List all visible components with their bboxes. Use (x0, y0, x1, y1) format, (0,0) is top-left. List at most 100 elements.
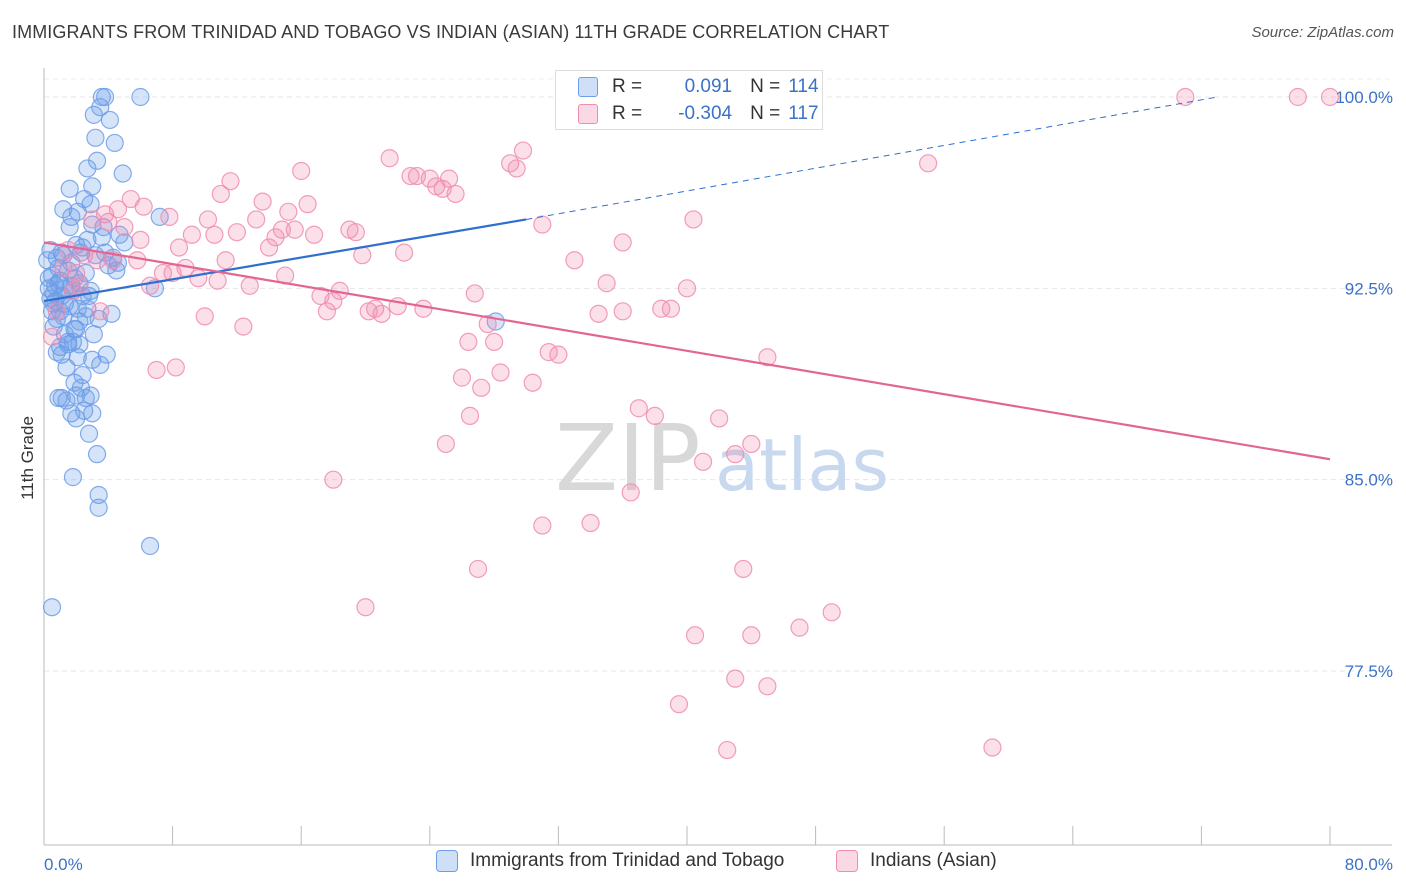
scatter-point (758, 348, 777, 367)
scatter-point (629, 399, 648, 418)
x-tick-label: 80.0% (1345, 855, 1393, 874)
y-axis-label: 11th Grade (18, 416, 37, 500)
scatter-point (758, 677, 777, 696)
scatter-point (60, 179, 79, 198)
scatter-point (669, 695, 689, 714)
chart-title: IMMIGRANTS FROM TRINIDAD AND TOBAGO VS I… (12, 22, 890, 42)
scatter-point (87, 251, 107, 270)
scatter-point (102, 304, 121, 323)
scatter-point (613, 302, 632, 321)
stats-n-value: 114 (788, 76, 819, 97)
scatter-point (247, 210, 266, 229)
scatter-point (401, 166, 420, 186)
scatter-point (1176, 87, 1195, 107)
scatter-point (468, 559, 488, 579)
scatter-point (70, 276, 89, 295)
trend-line-indians (43, 241, 1331, 461)
stats-swatch-trinidad (578, 77, 598, 97)
scatter-point (76, 388, 95, 408)
stats-r-label: R = (612, 103, 643, 124)
scatter-point (150, 207, 169, 227)
scatter-point (83, 177, 102, 196)
scatter-point (465, 284, 484, 303)
scatter-point (452, 368, 472, 387)
scatter-point (81, 386, 100, 405)
scatter-point (661, 299, 681, 318)
scatter-point (81, 195, 100, 214)
scatter-point (394, 243, 414, 262)
scatter-point (100, 110, 120, 130)
scatter-point (205, 225, 224, 244)
scatter-point (198, 210, 218, 229)
scatter-point (549, 345, 568, 364)
scatter-point (597, 274, 616, 293)
scatter-point (581, 513, 600, 533)
scatter-point (78, 159, 97, 178)
scatter-point (439, 169, 459, 188)
scatter-point (304, 225, 324, 244)
scatter-point (485, 332, 504, 352)
x-tick-label: 0.0% (44, 855, 83, 874)
watermark: ZIP atlas (555, 405, 889, 512)
scatter-point (436, 434, 455, 454)
scatter-point (726, 445, 745, 464)
scatter-point (324, 470, 343, 489)
scatter-point (983, 738, 1002, 757)
source-label: Source: ZipAtlas.com (1251, 24, 1394, 41)
scatter-point (324, 291, 343, 311)
scatter-point (79, 424, 99, 443)
y-tick-label: 77.5% (1345, 662, 1393, 681)
scatter-point (356, 598, 375, 617)
scatter-point (533, 215, 552, 234)
scatter-point (134, 197, 153, 216)
trend-lines (43, 96, 1331, 461)
scatter-point (84, 325, 103, 344)
scatter-point (59, 240, 78, 260)
scatter-point (42, 598, 62, 617)
legend-item-trinidad[interactable]: Immigrants from Trinidad and Tobago (436, 850, 784, 872)
scatter-point (621, 483, 640, 502)
scatter-point (317, 302, 337, 321)
scatter-point (89, 485, 108, 505)
scatter-point (140, 536, 160, 556)
scatter-point (195, 307, 214, 326)
legend-item-indians[interactable]: Indians (Asian) (836, 850, 997, 872)
scatter-point (523, 373, 542, 392)
scatter-point (677, 279, 697, 298)
scatter-point (87, 151, 107, 170)
scatter-point (446, 184, 465, 204)
scatter-point (211, 184, 230, 204)
y-tick-label: 100.0% (1335, 88, 1393, 107)
scatter-point (491, 363, 510, 382)
scatter-point (216, 251, 235, 270)
watermark-zip: ZIP (555, 405, 701, 512)
scatter-point (259, 238, 279, 257)
scatter-point (734, 559, 753, 579)
scatter-point (507, 159, 526, 178)
y-tick-label: 85.0% (1345, 471, 1393, 490)
scatter-point (140, 276, 160, 295)
scatter-point (95, 205, 115, 224)
watermark-atlas: atlas (715, 423, 889, 507)
trend-extension-trinidad (526, 96, 1218, 220)
legend-swatch-trinidad (436, 850, 458, 872)
scatter-point (97, 345, 116, 364)
scatter-point (693, 452, 713, 471)
scatter-point (104, 251, 123, 270)
scatter-point (47, 302, 66, 321)
scatter-point (684, 210, 703, 229)
scatter-point (147, 360, 166, 380)
scatter-point (513, 141, 533, 160)
scatter-point (685, 626, 705, 645)
scatter-point (380, 149, 399, 168)
scatter-point (533, 516, 552, 535)
scatter-point (742, 626, 761, 645)
stats-r-label: R = (612, 76, 643, 97)
scatter-point (169, 238, 189, 257)
scatter-point (652, 299, 671, 318)
stats-n-value: 117 (788, 103, 819, 124)
scatter-point (83, 404, 102, 423)
scatter-point (115, 218, 134, 237)
trend-line-trinidad (43, 218, 527, 303)
axes (43, 68, 1392, 846)
